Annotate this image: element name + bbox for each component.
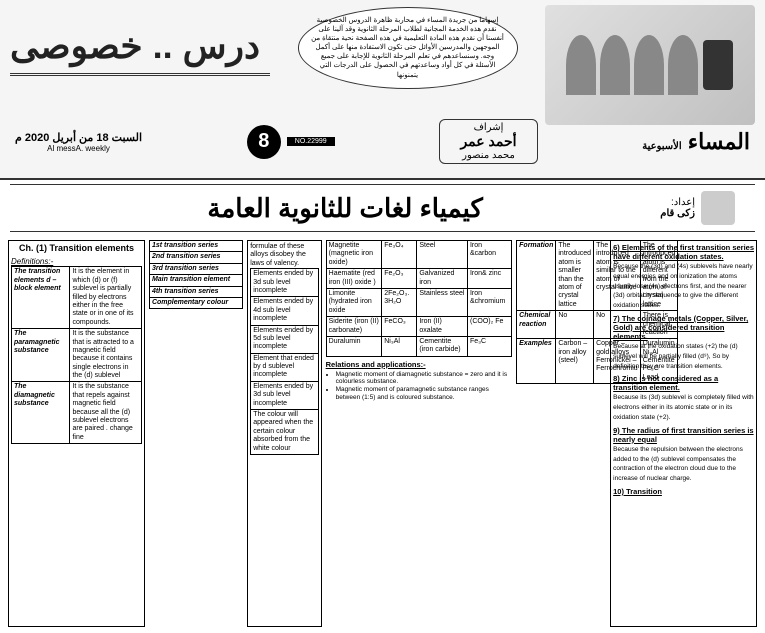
author-photo xyxy=(701,191,735,225)
newspaper-brand: المساء الأسبوعية xyxy=(642,129,750,155)
date-block: السبت 18 من أبريل 2020 م Al messA. weekl… xyxy=(15,131,142,153)
column-notes: 6) Elements of the first transition seri… xyxy=(610,240,757,627)
column-valency: formulae of these alloys disobey the law… xyxy=(247,240,321,627)
author-block: إعداد:زكى قام xyxy=(660,191,735,225)
column-definitions: Ch. (1) Transition elements Definitions:… xyxy=(8,240,145,627)
page-number: 8 xyxy=(247,125,281,159)
lesson-title: درس .. خصوصى xyxy=(10,25,270,67)
intro-bubble: إسهاما من جريدة المساء في محاربة ظاهرة ا… xyxy=(298,7,518,89)
column-series: 1st transition series2nd transition seri… xyxy=(149,240,243,627)
header-illustration xyxy=(545,5,755,125)
subject-title: كيمياء لغات للثانوية العامة xyxy=(30,193,660,224)
column-compounds: Magnetite (magnetic iron oxide)Fe₃O₄Stee… xyxy=(326,240,513,627)
column-formation: FormationThe introduced atom is smaller … xyxy=(516,240,606,627)
issue-number: NO.22999 xyxy=(287,137,335,146)
supervisor-box: إشراف أحمد عمر محمد منصور xyxy=(439,119,537,164)
